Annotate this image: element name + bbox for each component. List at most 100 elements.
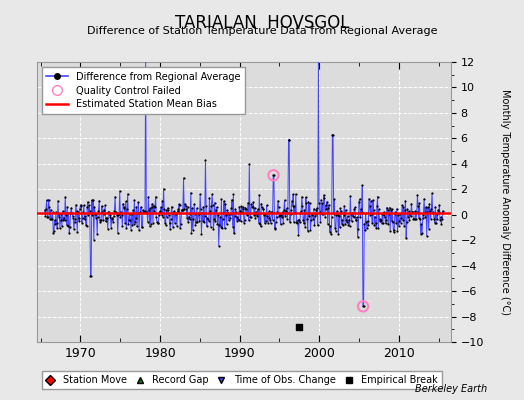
Point bbox=[203, 223, 211, 229]
Point bbox=[138, 224, 147, 230]
Point bbox=[305, 200, 314, 206]
Point bbox=[218, 225, 226, 232]
Point bbox=[310, 222, 319, 228]
Point bbox=[233, 214, 242, 220]
Point bbox=[66, 224, 74, 231]
Point bbox=[390, 227, 398, 234]
Point bbox=[171, 220, 179, 226]
Point bbox=[243, 212, 251, 218]
Point bbox=[256, 221, 264, 228]
Point bbox=[67, 210, 75, 216]
Text: Difference of Station Temperature Data from Regional Average: Difference of Station Temperature Data f… bbox=[87, 26, 437, 36]
Point bbox=[319, 211, 328, 217]
Point bbox=[100, 211, 108, 217]
Point bbox=[48, 209, 57, 216]
Point bbox=[360, 221, 368, 227]
Point bbox=[274, 198, 282, 204]
Point bbox=[187, 190, 195, 196]
Point bbox=[251, 214, 259, 221]
Point bbox=[327, 231, 335, 237]
Point bbox=[366, 212, 375, 218]
Point bbox=[110, 208, 118, 214]
Point bbox=[182, 205, 190, 212]
Point bbox=[421, 208, 429, 215]
Point bbox=[362, 219, 370, 225]
Point bbox=[226, 215, 234, 222]
Point bbox=[295, 324, 303, 330]
Point bbox=[280, 206, 288, 213]
Point bbox=[139, 209, 148, 215]
Point bbox=[173, 222, 181, 229]
Point bbox=[296, 219, 304, 225]
Point bbox=[305, 213, 313, 219]
Point bbox=[318, 200, 326, 207]
Point bbox=[424, 204, 432, 210]
Point bbox=[349, 212, 357, 219]
Point bbox=[94, 208, 103, 214]
Point bbox=[115, 211, 123, 217]
Point bbox=[157, 204, 165, 210]
Point bbox=[427, 206, 435, 212]
Point bbox=[188, 205, 196, 211]
Point bbox=[92, 211, 101, 217]
Point bbox=[401, 198, 410, 204]
Point bbox=[288, 198, 296, 204]
Point bbox=[40, 207, 49, 213]
Point bbox=[61, 194, 70, 200]
Point bbox=[51, 221, 59, 228]
Point bbox=[64, 223, 72, 230]
Point bbox=[49, 230, 58, 236]
Point bbox=[102, 218, 110, 225]
Point bbox=[302, 194, 310, 200]
Point bbox=[90, 236, 98, 243]
Y-axis label: Monthly Temperature Anomaly Difference (°C): Monthly Temperature Anomaly Difference (… bbox=[500, 89, 510, 315]
Point bbox=[70, 218, 79, 225]
Point bbox=[240, 220, 248, 226]
Point bbox=[158, 198, 167, 204]
Point bbox=[54, 214, 63, 220]
Point bbox=[126, 210, 134, 217]
Point bbox=[353, 214, 361, 220]
Point bbox=[355, 196, 364, 202]
Point bbox=[91, 211, 100, 217]
Point bbox=[302, 200, 311, 207]
Point bbox=[238, 204, 247, 210]
Point bbox=[216, 224, 225, 230]
Point bbox=[337, 220, 346, 227]
Point bbox=[338, 216, 346, 223]
Point bbox=[89, 196, 97, 203]
Point bbox=[81, 213, 90, 220]
Point bbox=[281, 212, 289, 219]
Point bbox=[65, 230, 73, 237]
Point bbox=[139, 206, 147, 213]
Point bbox=[224, 210, 232, 216]
Point bbox=[253, 213, 261, 219]
Point bbox=[308, 212, 316, 218]
Point bbox=[329, 131, 337, 138]
Point bbox=[367, 198, 375, 204]
Point bbox=[388, 206, 396, 212]
Point bbox=[427, 216, 435, 222]
Point bbox=[292, 191, 300, 197]
Point bbox=[280, 197, 289, 203]
Point bbox=[347, 218, 356, 225]
Point bbox=[431, 220, 439, 226]
Point bbox=[220, 198, 228, 204]
Point bbox=[129, 220, 138, 227]
Point bbox=[107, 216, 116, 222]
Point bbox=[79, 208, 88, 215]
Point bbox=[320, 192, 328, 198]
Point bbox=[162, 207, 170, 213]
Point bbox=[154, 220, 162, 226]
Point bbox=[405, 217, 413, 224]
Point bbox=[298, 202, 307, 209]
Point bbox=[375, 206, 383, 212]
Point bbox=[45, 196, 53, 203]
Point bbox=[397, 215, 406, 222]
Point bbox=[201, 157, 210, 163]
Point bbox=[58, 222, 66, 229]
Point bbox=[290, 203, 299, 210]
Point bbox=[406, 211, 414, 217]
Point bbox=[105, 212, 114, 218]
Point bbox=[62, 222, 71, 228]
